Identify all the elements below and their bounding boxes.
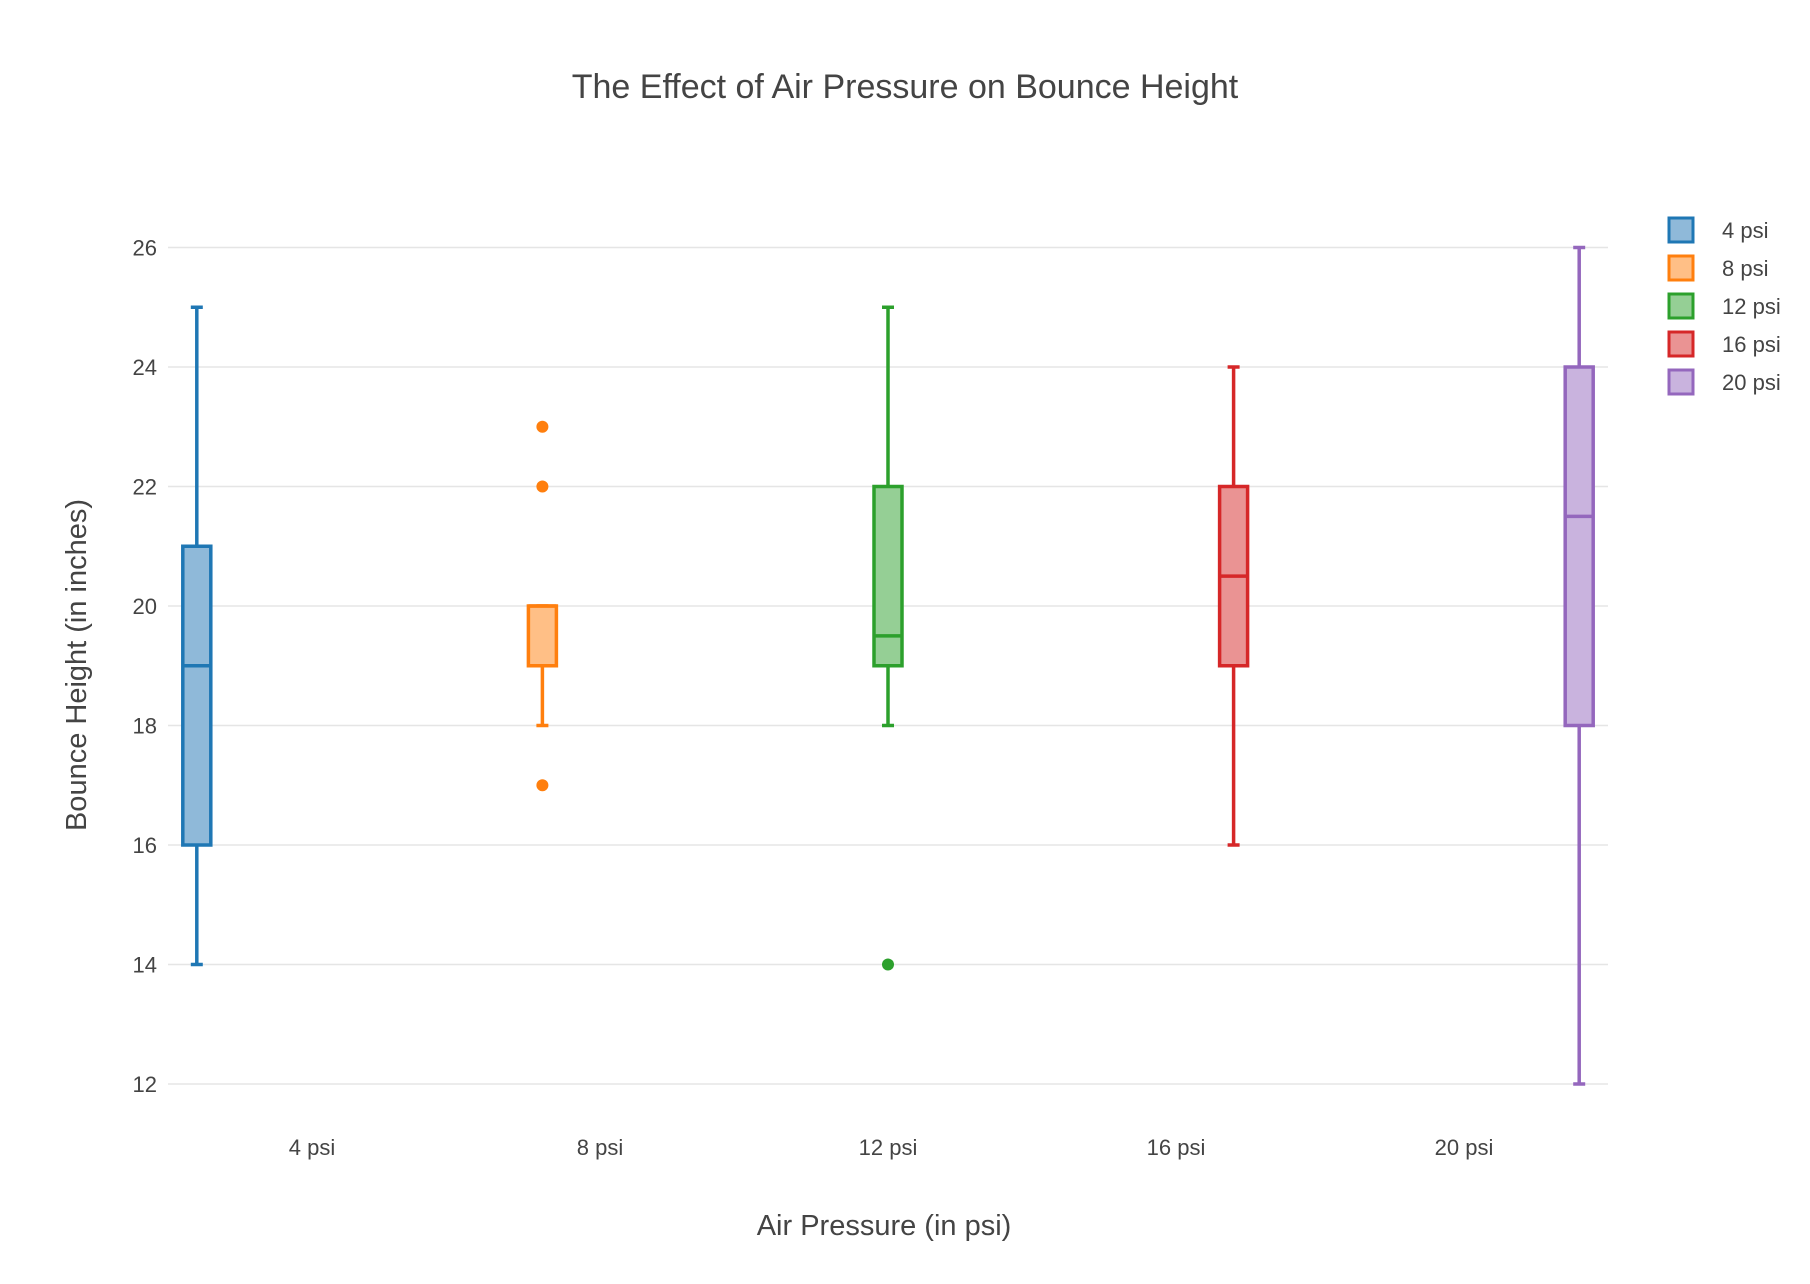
y-tick-label: 16 bbox=[133, 833, 157, 858]
x-tick-label: 20 psi bbox=[1435, 1135, 1494, 1160]
y-tick-label: 14 bbox=[133, 953, 157, 978]
legend[interactable]: 4 psi 8 psi 12 psi 16 psi 20 psi bbox=[1667, 216, 1781, 396]
box-traces bbox=[181, 245, 1595, 1086]
legend-swatch bbox=[1667, 292, 1695, 320]
legend-swatch bbox=[1667, 254, 1695, 282]
x-tick-label: 16 psi bbox=[1147, 1135, 1206, 1160]
y-tick-label: 26 bbox=[133, 236, 157, 261]
box-iqr bbox=[526, 604, 559, 668]
y-tick-label: 12 bbox=[133, 1072, 157, 1097]
legend-swatch bbox=[1667, 216, 1695, 244]
x-axis-ticks: 4 psi 8 psi 12 psi 16 psi 20 psi bbox=[289, 1135, 1494, 1160]
legend-swatch bbox=[1667, 368, 1695, 396]
y-tick-label: 24 bbox=[133, 355, 157, 380]
chart-title: The Effect of Air Pressure on Bounce Hei… bbox=[572, 68, 1239, 106]
y-tick-label: 22 bbox=[133, 475, 157, 500]
box-trace-4-psi bbox=[181, 305, 213, 967]
x-axis-title: Air Pressure (in psi) bbox=[757, 1210, 1012, 1242]
box-iqr bbox=[1563, 365, 1595, 728]
y-tick-label: 20 bbox=[133, 594, 157, 619]
legend-label: 8 psi bbox=[1722, 256, 1768, 281]
legend-label: 20 psi bbox=[1722, 370, 1781, 395]
outlier-point bbox=[536, 420, 549, 433]
y-axis-ticks: 12 14 16 18 20 22 24 26 bbox=[133, 236, 157, 1098]
box-trace-16-psi bbox=[1217, 365, 1250, 847]
legend-item-20-psi[interactable]: 20 psi bbox=[1667, 368, 1781, 396]
legend-item-8-psi[interactable]: 8 psi bbox=[1667, 254, 1768, 282]
box-iqr bbox=[872, 484, 904, 668]
legend-label: 12 psi bbox=[1722, 294, 1781, 319]
x-tick-label: 12 psi bbox=[859, 1135, 918, 1160]
y-axis-title: Bounce Height (in inches) bbox=[61, 499, 93, 831]
legend-item-12-psi[interactable]: 12 psi bbox=[1667, 292, 1781, 320]
legend-item-4-psi[interactable]: 4 psi bbox=[1667, 216, 1768, 244]
legend-swatch bbox=[1667, 330, 1695, 358]
x-tick-label: 8 psi bbox=[577, 1135, 623, 1160]
y-tick-label: 18 bbox=[133, 714, 157, 739]
outlier-point bbox=[882, 958, 894, 971]
outlier-point bbox=[536, 779, 549, 792]
box-trace-12-psi bbox=[872, 305, 904, 971]
legend-label: 16 psi bbox=[1722, 332, 1781, 357]
box-trace-20-psi bbox=[1563, 245, 1595, 1086]
box-trace-8-psi bbox=[526, 420, 559, 792]
legend-item-16-psi[interactable]: 16 psi bbox=[1667, 330, 1781, 358]
box-iqr bbox=[181, 544, 213, 847]
legend-label: 4 psi bbox=[1722, 218, 1768, 243]
x-tick-label: 4 psi bbox=[289, 1135, 335, 1160]
outlier-point bbox=[536, 480, 549, 493]
